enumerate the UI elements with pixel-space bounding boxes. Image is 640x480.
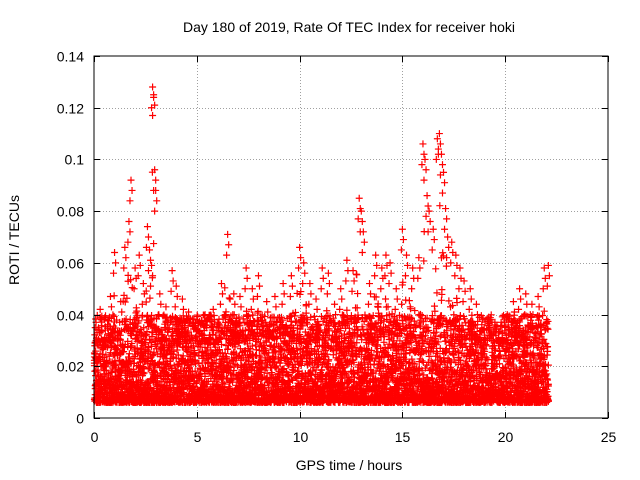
data-point (140, 369, 148, 377)
data-point (310, 312, 318, 320)
data-point (111, 324, 119, 332)
data-point (117, 375, 125, 383)
data-point (105, 352, 113, 360)
data-point (102, 351, 110, 359)
data-point (103, 356, 111, 364)
data-point (384, 303, 392, 311)
data-point (159, 374, 167, 382)
data-point (353, 304, 361, 312)
data-point (116, 368, 124, 376)
data-point (166, 361, 174, 369)
data-point (102, 312, 110, 320)
data-point (150, 348, 158, 356)
data-point (163, 389, 171, 397)
data-point (170, 347, 178, 355)
data-point (125, 326, 133, 334)
data-point (150, 240, 158, 248)
data-point (133, 307, 141, 315)
data-point (382, 295, 390, 303)
data-point (146, 294, 154, 302)
data-point (94, 366, 102, 374)
data-point (144, 365, 152, 373)
data-point (127, 343, 135, 351)
data-point (126, 356, 134, 364)
data-point (110, 292, 118, 300)
data-point (113, 345, 121, 353)
data-point (128, 339, 136, 347)
data-point (123, 294, 131, 302)
data-point (432, 265, 440, 273)
data-point (167, 332, 175, 340)
data-point (113, 382, 121, 390)
data-point (92, 347, 100, 355)
data-point (167, 316, 175, 324)
data-point (162, 382, 170, 390)
data-point (140, 324, 148, 332)
data-point (221, 284, 229, 292)
data-point (142, 298, 150, 306)
data-point (398, 300, 406, 308)
data-point (146, 364, 154, 372)
data-point (343, 306, 351, 314)
data-point (125, 350, 133, 358)
data-point (157, 326, 165, 334)
data-point (372, 293, 380, 301)
data-points (90, 83, 553, 406)
data-point (168, 343, 176, 351)
data-point (120, 348, 128, 356)
data-point (226, 295, 234, 303)
data-point (141, 338, 149, 346)
data-point (163, 351, 171, 359)
data-point (148, 333, 156, 341)
data-point (102, 343, 110, 351)
data-point (144, 380, 152, 388)
data-point (353, 271, 361, 279)
data-point (225, 294, 233, 302)
data-point (127, 276, 135, 284)
data-point (109, 333, 117, 341)
data-point (405, 297, 413, 305)
data-point (374, 303, 382, 311)
data-point (148, 342, 156, 350)
data-point (151, 324, 159, 332)
data-point (254, 307, 262, 315)
data-point (323, 307, 331, 315)
data-point (135, 317, 143, 325)
grid-lines (94, 56, 608, 418)
data-point (122, 315, 130, 323)
data-point (411, 307, 419, 315)
data-point (124, 271, 132, 279)
